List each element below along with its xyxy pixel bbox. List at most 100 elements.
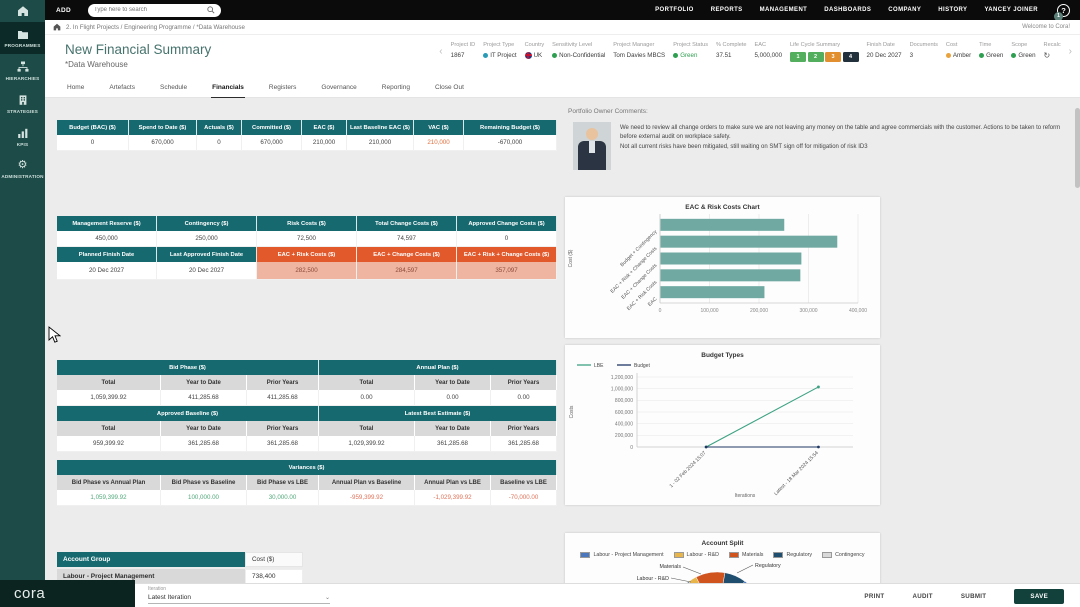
sub-header: Prior Years [491, 421, 557, 436]
meta-label: Cost [945, 42, 958, 48]
legend-item: Contingency [822, 552, 865, 558]
save-button[interactable]: SAVE [1014, 588, 1064, 604]
svg-text:1 - 02 Feb 2024 15:07: 1 - 02 Feb 2024 15:07 [668, 450, 707, 489]
table-cell: 210,000 [302, 135, 347, 151]
scrollbar-thumb[interactable] [1075, 108, 1080, 188]
welcome-text: Welcome to Cora! [1022, 24, 1070, 30]
search-input[interactable] [93, 7, 207, 13]
svg-text:Budget: Budget [634, 363, 650, 369]
scrollbar[interactable] [1075, 102, 1080, 578]
table-cell-highlight: 284,597 [357, 262, 457, 280]
section-header: Variances ($) [57, 460, 557, 475]
tab-registers[interactable]: Registers [268, 84, 297, 91]
column-header: Actuals ($) [197, 120, 242, 135]
sidebar-item-programmes[interactable]: PROGRAMMES [0, 22, 45, 54]
sub-header: Bid Phase vs Annual Plan [57, 475, 161, 490]
global-search[interactable] [87, 3, 221, 17]
table-cell: 20 Dec 2027 [157, 262, 257, 280]
chart-title: EAC & Risk Costs Chart [685, 204, 760, 211]
meta-project-status: Project Status Green [673, 42, 708, 59]
sidebar-item-kpis[interactable]: KPIS [0, 120, 45, 153]
sub-header: Prior Years [247, 375, 319, 390]
search-icon [207, 6, 215, 14]
meta-value: 20 Dec 2027 [866, 51, 902, 59]
portfolio-comments-text: We need to review all change orders to m… [620, 124, 1064, 152]
table-cell: 0 [197, 135, 242, 151]
sidebar-item-strategies[interactable]: STRATEGIES [0, 87, 45, 120]
svg-text:EAC + Risk Costs: EAC + Risk Costs [626, 279, 659, 312]
sidebar-item-label: HIERARCHIES [5, 76, 40, 81]
submit-button[interactable]: SUBMIT [960, 592, 987, 600]
legend-swatch [822, 552, 833, 558]
meta-label: Time [979, 42, 992, 48]
tab-home[interactable]: Home [67, 84, 85, 91]
tab-reporting[interactable]: Reporting [381, 84, 410, 91]
sub-header: Prior Years [247, 421, 319, 436]
help-icon[interactable]: ? 1 [1054, 3, 1070, 21]
nav-dashboards[interactable]: DASHBOARDS [824, 7, 872, 13]
sidebar-item-administration[interactable]: ⚙ ADMINISTRATION [0, 153, 45, 185]
meta-value: 5,000,000 [754, 51, 783, 59]
breadcrumb-home-icon[interactable] [53, 23, 61, 31]
meta-finish-date: Finish Date 20 Dec 2027 [867, 42, 902, 59]
audit-button[interactable]: AUDIT [912, 592, 933, 600]
legend-swatch [673, 552, 684, 558]
nav-reports[interactable]: REPORTS [710, 7, 743, 13]
table-cell: 1,059,399.92 [57, 390, 161, 406]
cora-logo: cora [14, 585, 46, 602]
budget-types-line-chart: LBE Budget 0 200,000 400,000 600,000 800,000 1,… [565, 359, 880, 505]
lifecycle-stage-box: 1 [790, 51, 807, 62]
phase-tables: Bid Phase ($) Annual Plan ($) Total Year… [57, 360, 557, 452]
variance-cell: -1,029,399.92 [415, 490, 491, 506]
table-cell: 1,029,399.92 [319, 436, 415, 452]
hierarchy-icon [17, 61, 28, 72]
column-header: EAC ($) [302, 120, 347, 135]
vac-cell: 210,000 [414, 135, 464, 151]
svg-text:0: 0 [630, 445, 633, 451]
tab-schedule[interactable]: Schedule [160, 84, 188, 91]
meta-scroll-right-icon[interactable]: › [1068, 45, 1072, 57]
comment-line: Not all current risks have been mitigate… [620, 143, 868, 150]
tab-financials[interactable]: Financials [211, 77, 245, 98]
column-header-orange: EAC + Change Costs ($) [357, 247, 457, 262]
meta-project-id: Project ID 1867 [451, 42, 476, 59]
sidebar-home-button[interactable] [0, 0, 45, 22]
recalc-icon[interactable]: ↻ [1043, 50, 1051, 60]
table-cell: 210,000 [347, 135, 414, 151]
nav-portfolio[interactable]: PORTFOLIO [655, 7, 694, 13]
add-button[interactable]: ADD [56, 6, 71, 14]
meta-value: Non-Confidential [559, 51, 606, 59]
footer-bar: Iteration Latest Iteration ⌄ PRINT AUDIT … [135, 583, 1080, 607]
svg-text:100,000: 100,000 [700, 308, 718, 314]
mouse-cursor [48, 326, 61, 343]
iteration-label: Iteration [148, 586, 167, 592]
sidebar-item-hierarchies[interactable]: HIERARCHIES [0, 54, 45, 87]
iteration-dropdown[interactable]: Iteration Latest Iteration ⌄ [148, 586, 330, 604]
user-menu[interactable]: YANCEY JOINER [984, 7, 1038, 13]
breadcrumb-bar: 2. In Flight Projects / Engineering Prog… [45, 20, 1080, 35]
sub-header: Total [319, 421, 415, 436]
table-cell: 0 [457, 231, 557, 247]
footer-actions: PRINT AUDIT SUBMIT SAVE [864, 584, 1064, 607]
nav-history[interactable]: HISTORY [938, 7, 968, 13]
tab-artefacts[interactable]: Artefacts [109, 84, 135, 91]
column-header: Last Baseline EAC ($) [347, 120, 414, 135]
tab-close-out[interactable]: Close Out [434, 84, 464, 91]
meta-project-manager: Project Manager Tom Davies MBCS [613, 42, 665, 59]
print-button[interactable]: PRINT [864, 592, 885, 600]
tab-governance[interactable]: Governance [321, 84, 357, 91]
svg-text:Cost ($): Cost ($) [568, 249, 574, 267]
meta-scroll-left-icon[interactable]: ‹ [439, 45, 443, 57]
tab-bar: Home Artefacts Schedule Financials Regis… [45, 77, 1080, 98]
sub-header: Total [319, 375, 415, 390]
breadcrumb[interactable]: 2. In Flight Projects / Engineering Prog… [66, 23, 245, 31]
nav-management[interactable]: MANAGEMENT [759, 7, 808, 13]
table-cell-highlight: 357,097 [457, 262, 557, 280]
nav-company[interactable]: COMPANY [888, 7, 922, 13]
column-header: VAC ($) [414, 120, 464, 135]
meta-label: Country [524, 42, 545, 48]
table-cell: 361,285.68 [491, 436, 557, 452]
